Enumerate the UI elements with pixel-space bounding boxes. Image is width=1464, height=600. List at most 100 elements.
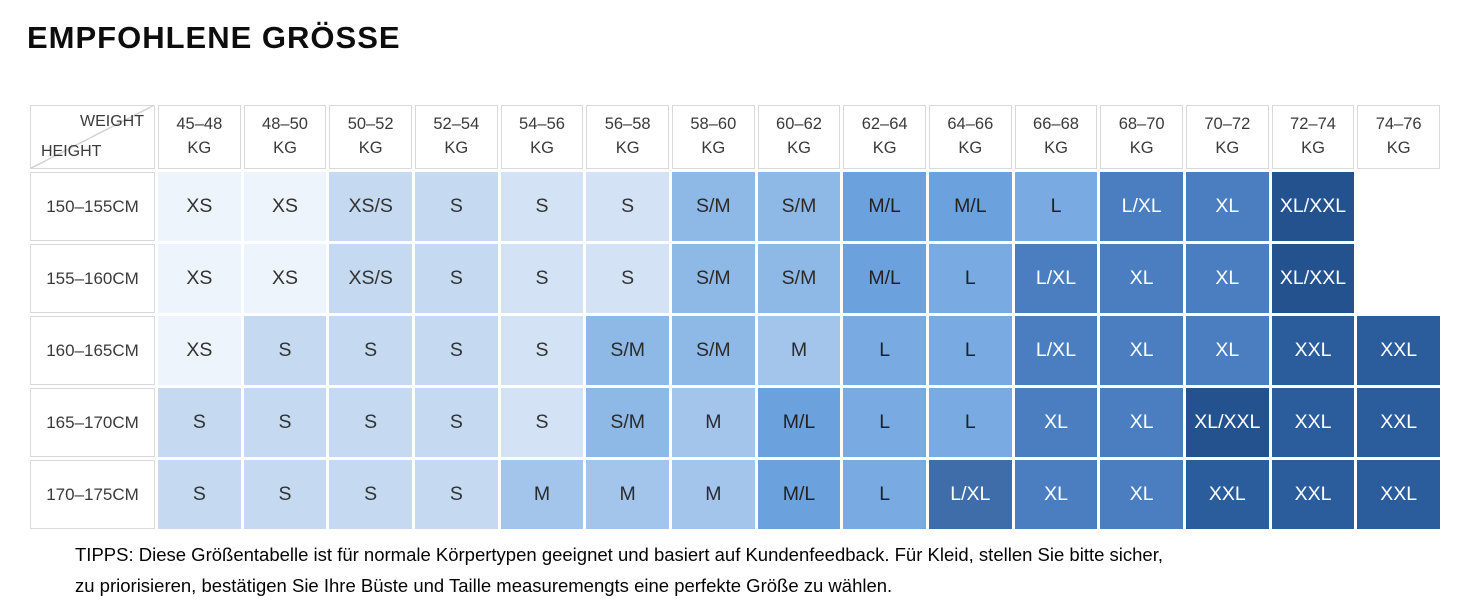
weight-axis-label: WEIGHT: [80, 113, 144, 130]
size-cell: S: [586, 244, 669, 313]
size-cell: XXL: [1357, 460, 1440, 529]
weight-unit: KG: [444, 139, 469, 157]
size-cell: XXL: [1357, 388, 1440, 457]
weight-range: 52–54: [433, 115, 480, 134]
weight-unit: KG: [615, 139, 640, 157]
weight-unit: KG: [273, 139, 297, 157]
size-cell: M/L: [928, 172, 1012, 241]
height-row-label: 160–165CM: [30, 316, 155, 385]
tips-line-2: zu priorisieren, bestätigen Sie Ihre Büs…: [75, 574, 893, 596]
size-cell: M: [671, 460, 755, 529]
height-row-label: 165–170CM: [30, 388, 155, 457]
size-cell: XXL: [1271, 316, 1355, 385]
weight-column-header: 72–74 KG: [1271, 105, 1355, 169]
size-cell: S/M: [671, 244, 755, 313]
size-cell: XL: [1100, 244, 1183, 313]
height-row-label: 170–175CM: [30, 460, 155, 529]
weight-range: 64–66: [947, 115, 994, 134]
size-cell: XS: [243, 244, 327, 313]
size-cell: S: [158, 460, 241, 529]
size-cell: S/M: [586, 316, 669, 385]
size-cell: S: [500, 172, 584, 241]
weight-unit: KG: [1386, 139, 1411, 157]
size-cell: XS: [158, 316, 241, 385]
size-cell: M/L: [843, 244, 926, 313]
weight-column-header: 74–76 KG: [1357, 105, 1440, 169]
weight-column-header: 52–54 KG: [414, 105, 498, 169]
page-title: EMPFOHLENE GRÖSSE: [27, 20, 401, 55]
size-cell: L/XL: [1100, 172, 1183, 241]
size-cell: S: [414, 460, 498, 529]
size-cell: S: [243, 316, 327, 385]
size-cell: L: [928, 244, 1012, 313]
size-cell: XXL: [1271, 388, 1355, 457]
weight-column-header: 56–58 KG: [586, 105, 669, 169]
size-cell: S: [586, 172, 669, 241]
weight-column-header: 45–48 KG: [158, 105, 241, 169]
size-cell: L: [928, 316, 1012, 385]
weight-column-header: 66–68 KG: [1014, 105, 1098, 169]
size-chart-page: EMPFOHLENE GRÖSSE WEIGHT HEIGHT 45–48 KG 4…: [0, 20, 1464, 600]
weight-unit: KG: [872, 139, 897, 157]
size-cell: XL: [1185, 316, 1269, 385]
weight-unit: KG: [1044, 139, 1068, 157]
size-cell: L: [1014, 172, 1098, 241]
weight-column-header: 50–52 KG: [329, 105, 412, 169]
weight-range: 70–72: [1204, 115, 1251, 134]
size-cell: M/L: [757, 460, 841, 529]
size-cell: S: [500, 316, 584, 385]
height-row-label: 150–155CM: [30, 172, 155, 241]
size-cell: S/M: [671, 172, 755, 241]
size-cell: S: [329, 388, 412, 457]
size-cell: L: [843, 460, 926, 529]
size-chart-table: WEIGHT HEIGHT 45–48 KG 48–50 KG 50–52 KG 52–54…: [30, 105, 1440, 529]
size-cell: XL: [1100, 388, 1183, 457]
size-cell: [1357, 172, 1440, 241]
weight-range: 54–56: [519, 115, 565, 134]
weight-range: 60–62: [776, 115, 822, 134]
size-cell: XS: [243, 172, 327, 241]
weight-unit: KG: [530, 139, 554, 157]
size-cell: S: [243, 388, 327, 457]
size-cell: M/L: [843, 172, 926, 241]
weight-range: 66–68: [1033, 115, 1079, 134]
size-cell: M/L: [757, 388, 841, 457]
size-cell: S/M: [671, 316, 755, 385]
weight-range: 58–60: [690, 115, 737, 134]
size-cell: XXL: [1357, 316, 1440, 385]
weight-range: 72–74: [1290, 115, 1336, 134]
size-cell: L/XL: [1014, 316, 1098, 385]
size-cell: S/M: [757, 244, 841, 313]
size-cell: XL: [1185, 172, 1269, 241]
size-cell: S: [414, 316, 498, 385]
size-cell: S: [414, 172, 498, 241]
weight-range: 68–70: [1118, 115, 1165, 134]
size-cell: XL/XXL: [1271, 244, 1355, 313]
size-cell: S: [414, 388, 498, 457]
weight-range: 45–48: [176, 115, 223, 134]
size-cell: XL: [1100, 316, 1183, 385]
size-cell: XS: [158, 244, 241, 313]
size-cell: L: [843, 388, 926, 457]
weight-unit: KG: [358, 139, 383, 157]
weight-column-header: 64–66 KG: [928, 105, 1012, 169]
tips-note: TIPPS: Diese Größentabelle ist für norma…: [75, 540, 1163, 600]
size-cell: L: [928, 388, 1012, 457]
size-cell: M: [671, 388, 755, 457]
weight-column-header: 58–60 KG: [671, 105, 755, 169]
weight-unit: KG: [787, 139, 811, 157]
height-row-label: 155–160CM: [30, 244, 155, 313]
weight-column-header: 68–70 KG: [1100, 105, 1183, 169]
size-cell: XL: [1185, 244, 1269, 313]
weight-unit: KG: [701, 139, 726, 157]
size-cell: S: [329, 316, 412, 385]
size-cell: XL: [1014, 460, 1098, 529]
size-cell: L/XL: [928, 460, 1012, 529]
size-cell: XL/XXL: [1185, 388, 1269, 457]
size-cell: M: [757, 316, 841, 385]
size-cell: S: [500, 244, 584, 313]
size-cell: XXL: [1185, 460, 1269, 529]
size-cell: XXL: [1271, 460, 1355, 529]
weight-column-header: 48–50 KG: [243, 105, 327, 169]
weight-unit: KG: [1301, 139, 1325, 157]
